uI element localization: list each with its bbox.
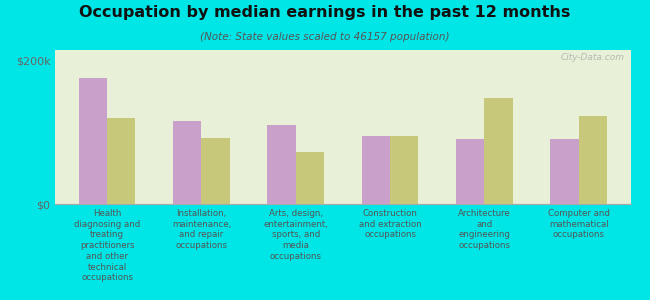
Bar — [296, 152, 324, 204]
Bar — [79, 78, 107, 204]
Text: City-Data.com: City-Data.com — [561, 52, 625, 62]
Bar — [202, 138, 229, 204]
Bar — [578, 116, 607, 204]
Bar — [456, 139, 484, 204]
Bar — [362, 136, 390, 204]
Bar — [390, 136, 419, 204]
Bar — [173, 122, 202, 204]
Bar — [484, 98, 513, 204]
Text: Occupation by median earnings in the past 12 months: Occupation by median earnings in the pas… — [79, 4, 571, 20]
Bar — [551, 139, 578, 204]
Bar — [267, 125, 296, 204]
Bar — [107, 118, 135, 204]
Text: (Note: State values scaled to 46157 population): (Note: State values scaled to 46157 popu… — [200, 32, 450, 41]
Legend: 46157, Indiana: 46157, Indiana — [261, 299, 424, 300]
